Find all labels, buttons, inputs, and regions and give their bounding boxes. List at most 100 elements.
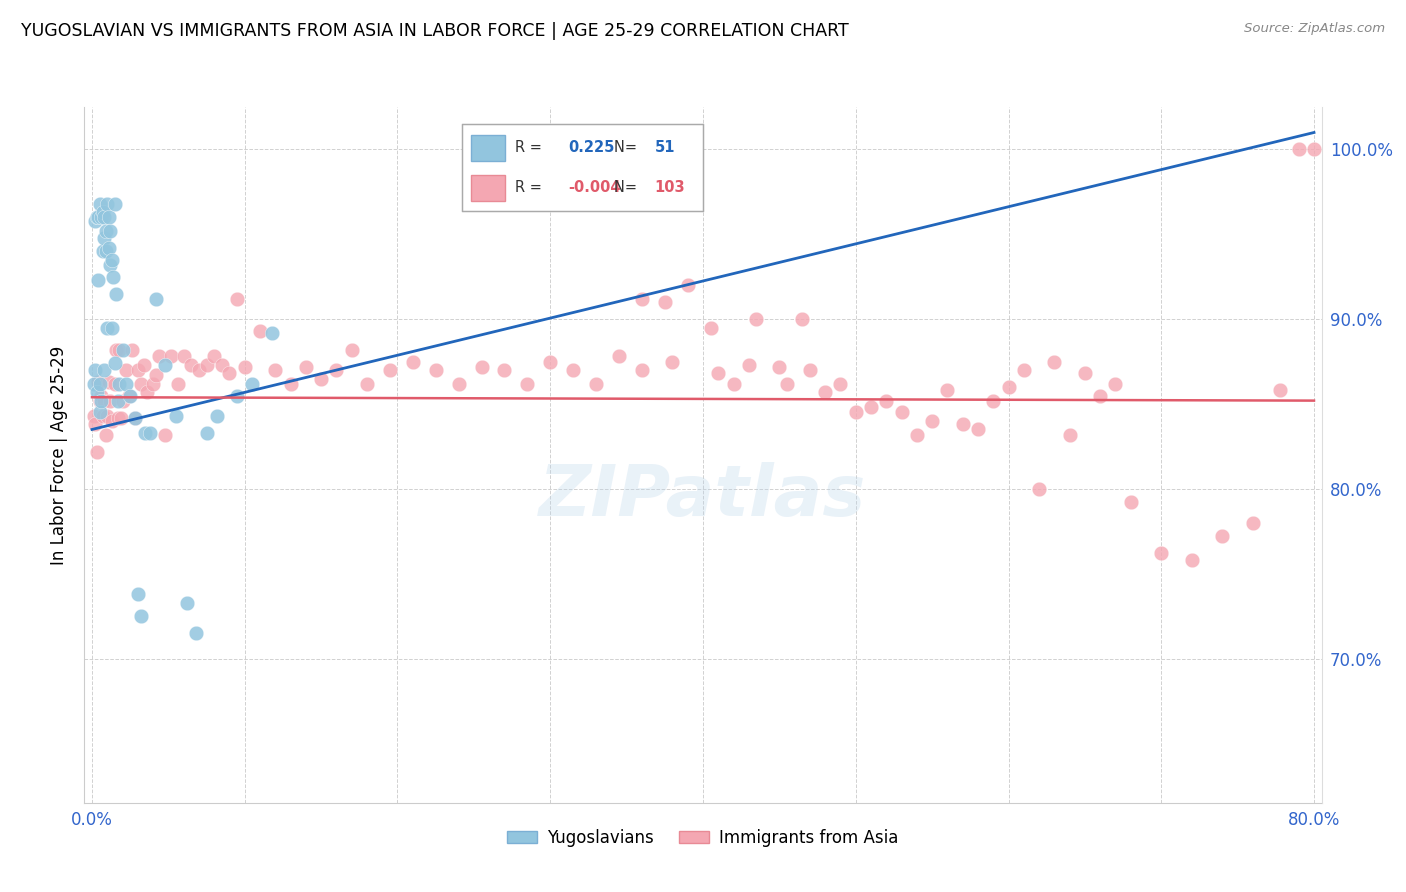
- Point: [631, 292, 654, 306]
- Point: [738, 358, 761, 372]
- Point: [103, 269, 125, 284]
- Point: [1104, 376, 1126, 391]
- Point: [83, 409, 105, 423]
- Point: [1270, 384, 1292, 398]
- Point: [94, 244, 117, 259]
- Point: [105, 286, 128, 301]
- Point: [127, 587, 149, 601]
- Point: [111, 393, 134, 408]
- Point: [91, 409, 114, 423]
- Point: [104, 196, 127, 211]
- Point: [155, 427, 177, 442]
- Point: [90, 393, 112, 408]
- Point: [309, 371, 332, 385]
- Point: [631, 363, 654, 377]
- Point: [776, 376, 799, 391]
- Point: [87, 211, 110, 225]
- Point: [129, 609, 152, 624]
- Point: [997, 380, 1019, 394]
- Point: [108, 343, 131, 357]
- Point: [378, 363, 401, 377]
- Point: [86, 444, 108, 458]
- Point: [104, 376, 127, 391]
- Point: [195, 358, 218, 372]
- Point: [952, 417, 974, 432]
- Point: [96, 196, 118, 211]
- Point: [280, 376, 302, 391]
- Point: [98, 224, 121, 238]
- Point: [136, 385, 159, 400]
- Point: [425, 363, 447, 377]
- Point: [1181, 553, 1204, 567]
- Point: [93, 363, 115, 377]
- Point: [967, 422, 990, 436]
- Point: [124, 410, 146, 425]
- Point: [94, 224, 117, 238]
- Point: [96, 320, 118, 334]
- Point: [121, 343, 143, 357]
- Point: [104, 356, 127, 370]
- Point: [981, 393, 1004, 408]
- Point: [562, 363, 585, 377]
- Point: [538, 354, 561, 368]
- Point: [723, 376, 745, 391]
- Point: [1303, 143, 1326, 157]
- Point: [207, 409, 229, 423]
- Point: [120, 388, 142, 402]
- Point: [1043, 354, 1066, 368]
- Point: [676, 278, 699, 293]
- Point: [707, 367, 730, 381]
- Point: [295, 359, 318, 374]
- Point: [905, 427, 928, 442]
- Point: [90, 211, 112, 225]
- Point: [148, 350, 170, 364]
- Point: [936, 384, 959, 398]
- Point: [86, 211, 108, 225]
- Point: [101, 252, 124, 267]
- Point: [814, 385, 837, 400]
- Point: [830, 376, 852, 391]
- Point: [1211, 529, 1233, 543]
- Point: [86, 385, 108, 400]
- Point: [860, 401, 883, 415]
- Point: [264, 363, 287, 377]
- Point: [494, 363, 516, 377]
- Point: [845, 405, 868, 419]
- Point: [202, 350, 225, 364]
- Point: [87, 273, 110, 287]
- Point: [745, 312, 768, 326]
- Point: [768, 359, 790, 374]
- Point: [89, 393, 111, 408]
- Point: [187, 363, 209, 377]
- Point: [166, 376, 188, 391]
- Point: [97, 375, 120, 389]
- Point: [107, 410, 129, 425]
- Point: [921, 414, 943, 428]
- Point: [262, 326, 284, 340]
- Point: [233, 359, 256, 374]
- Point: [195, 425, 218, 440]
- Point: [155, 358, 177, 372]
- Point: [792, 312, 814, 326]
- Point: [1150, 546, 1173, 560]
- Point: [1012, 363, 1035, 377]
- Point: [84, 213, 107, 227]
- Text: YUGOSLAVIAN VS IMMIGRANTS FROM ASIA IN LABOR FORCE | AGE 25-29 CORRELATION CHART: YUGOSLAVIAN VS IMMIGRANTS FROM ASIA IN L…: [21, 22, 849, 40]
- Point: [114, 376, 136, 391]
- Point: [93, 230, 115, 244]
- Point: [875, 393, 897, 408]
- Point: [89, 376, 111, 391]
- Point: [124, 410, 146, 425]
- Point: [91, 244, 114, 259]
- Point: [249, 324, 271, 338]
- Point: [84, 417, 107, 432]
- Point: [1059, 427, 1081, 442]
- Point: [118, 388, 141, 402]
- Point: [165, 409, 187, 423]
- Point: [585, 376, 607, 391]
- Point: [139, 425, 162, 440]
- Point: [145, 292, 167, 306]
- Point: [93, 211, 115, 225]
- Point: [470, 359, 492, 374]
- Point: [89, 196, 111, 211]
